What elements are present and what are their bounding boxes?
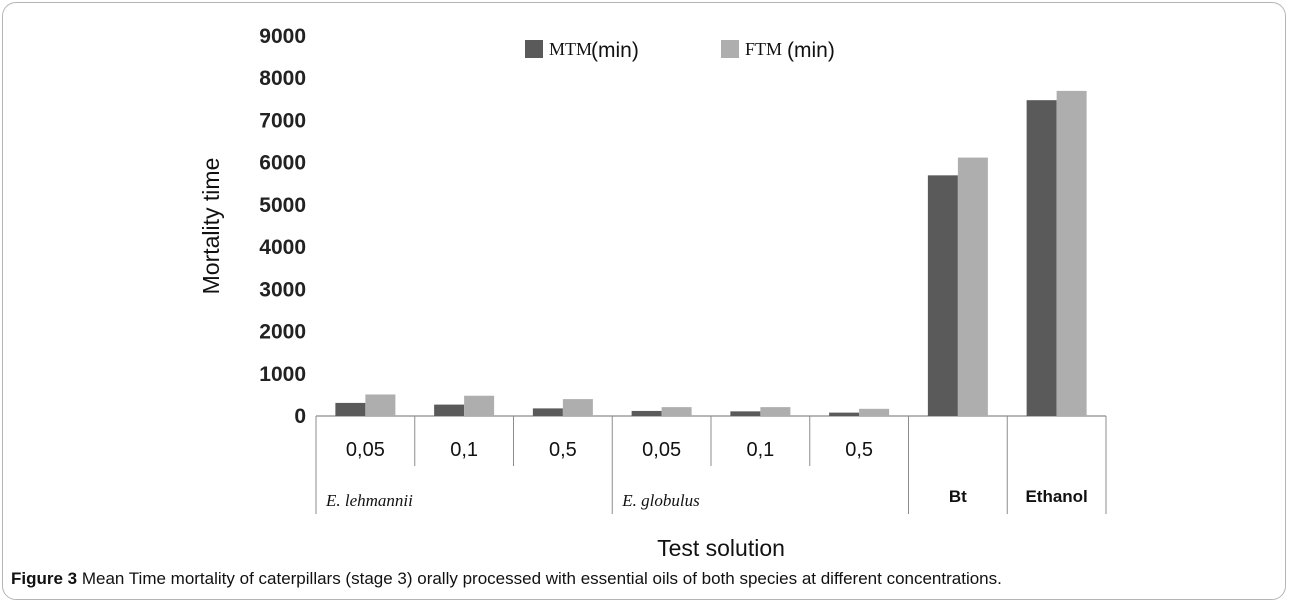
category-label: 0,05	[346, 439, 385, 461]
y-tick-label: 8000	[259, 67, 306, 90]
bar-ftm	[859, 408, 890, 416]
bar-chart: 0 1000 2000 3000 4000 5000 6000 7000 8000 9000 0,…	[198, 25, 1107, 561]
legend-swatch	[721, 40, 739, 58]
bar-ftm	[562, 399, 593, 416]
category-label: 0,5	[845, 439, 873, 461]
bar-mtm	[335, 402, 366, 416]
caption-label: Figure 3	[11, 569, 78, 588]
bar-mtm	[631, 410, 662, 416]
y-tick-label: 4000	[259, 236, 306, 259]
bar-mtm	[829, 412, 860, 416]
legend: MTM(min) FTM (min)	[525, 39, 835, 62]
bar-mtm	[927, 175, 958, 416]
y-tick-label: 5000	[259, 194, 306, 217]
caption-text: Mean Time mortality of caterpillars (sta…	[77, 569, 1002, 588]
group-label: E. globulus	[621, 491, 700, 510]
y-tick-label: 3000	[259, 278, 306, 301]
category-label: 0,1	[450, 439, 478, 461]
y-tick-label: 2000	[259, 321, 306, 344]
legend-swatch	[525, 40, 543, 58]
legend-series-name: FTM	[745, 39, 782, 59]
y-tick-label: 1000	[259, 363, 306, 386]
category-label: 0,5	[549, 439, 577, 461]
figure-caption: Figure 3 Mean Time mortality of caterpil…	[11, 569, 1002, 589]
bars	[335, 90, 1087, 416]
category-label: 0,05	[642, 439, 681, 461]
bar-mtm	[532, 408, 563, 416]
category-label: 0,1	[746, 439, 774, 461]
legend-series-unit: (min)	[787, 39, 835, 62]
bar-ftm	[1056, 90, 1087, 416]
group-label: E. lehmannii	[325, 491, 413, 510]
y-tick-label: 0	[294, 405, 306, 428]
bar-mtm	[730, 411, 761, 416]
y-axis: 0 1000 2000 3000 4000 5000 6000 7000 8000 9000	[259, 25, 306, 428]
bar-ftm	[661, 407, 692, 416]
bar-ftm	[957, 157, 988, 416]
x-axis-label: Test solution	[657, 535, 785, 561]
y-tick-label: 6000	[259, 152, 306, 175]
bar-mtm	[1026, 100, 1057, 416]
x-axis: 0,05 0,1 0,5 0,05 0,1 0,5 E. lehmannii E. globu…	[315, 415, 1107, 514]
bar-mtm	[434, 404, 465, 416]
bar-ftm	[365, 394, 396, 416]
y-tick-label: 9000	[259, 25, 306, 48]
bar-ftm	[760, 407, 791, 416]
legend-series-unit: (min)	[591, 39, 639, 62]
bar-ftm	[464, 395, 495, 416]
y-tick-label: 7000	[259, 109, 306, 132]
group-label: Bt	[949, 487, 967, 506]
y-axis-label: Mortality time	[198, 158, 224, 295]
legend-series-name: MTM	[549, 39, 592, 59]
group-label: Ethanol	[1025, 487, 1087, 506]
